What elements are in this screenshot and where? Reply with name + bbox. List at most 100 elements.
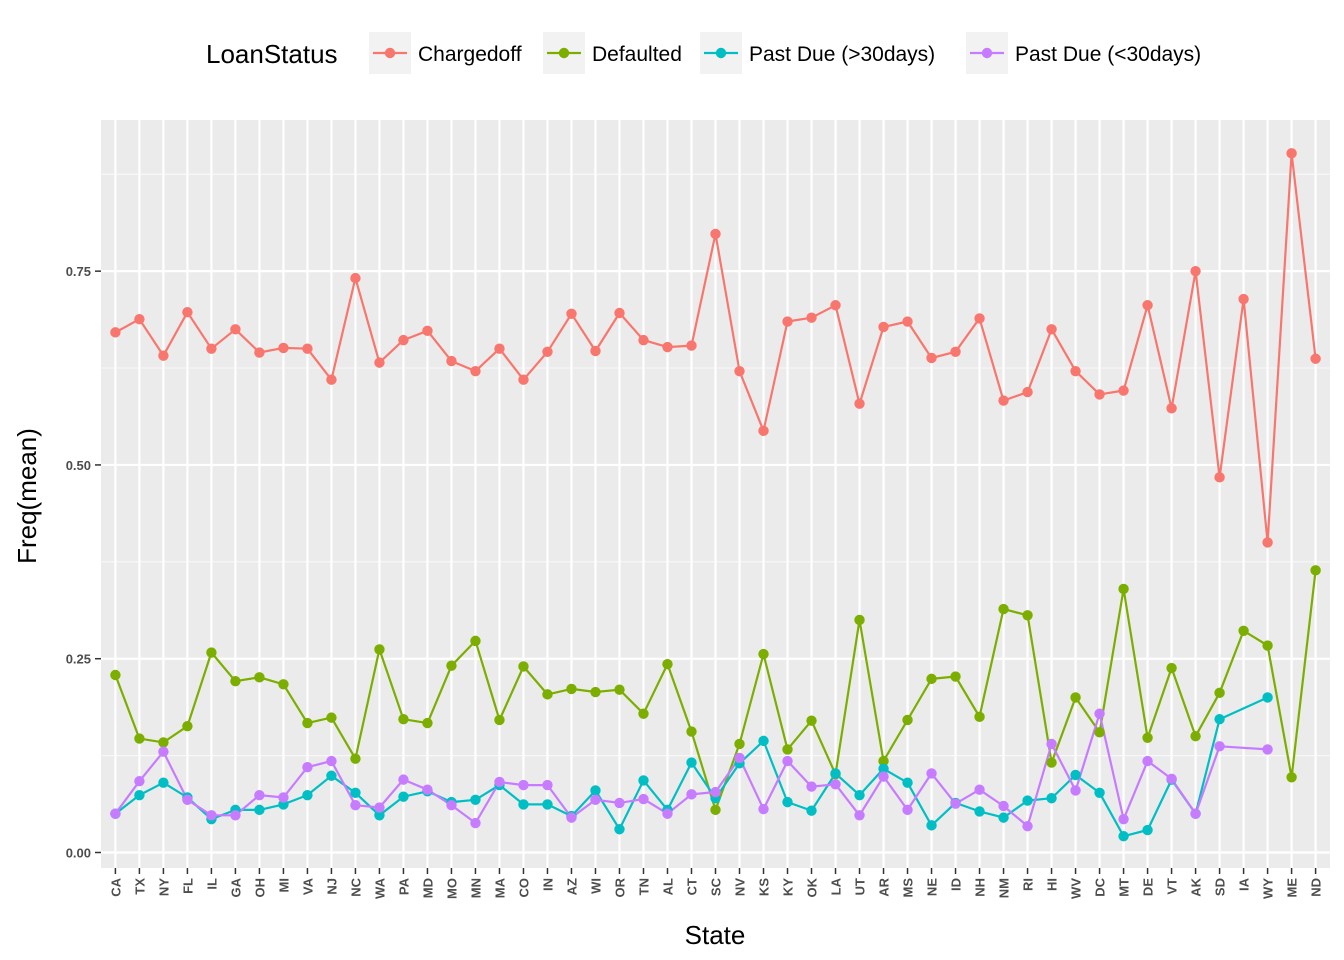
legend-key-point	[558, 47, 570, 59]
data-point-defaulted	[710, 804, 721, 816]
data-point-defaulted	[182, 720, 193, 732]
data-point-defaulted	[494, 714, 505, 726]
data-point-chargedoff	[662, 341, 673, 353]
data-point-defaulted	[1022, 610, 1033, 621]
x-tick-label: MO	[444, 878, 459, 899]
data-point-past-due-30days	[926, 768, 937, 779]
data-point-chargedoff	[518, 374, 529, 385]
data-point-past-due-30days	[710, 786, 721, 798]
data-point-past-due-30days	[782, 796, 793, 808]
data-point-past-due-30days	[1094, 708, 1105, 719]
data-point-chargedoff	[1310, 353, 1321, 364]
data-point-defaulted	[902, 714, 913, 726]
data-point-past-due-30days	[590, 785, 601, 796]
data-point-past-due-30days	[1118, 813, 1129, 825]
data-point-past-due-30days	[686, 757, 697, 768]
x-tick-label: HI	[1045, 878, 1060, 891]
data-point-past-due-30days	[1022, 795, 1033, 806]
data-point-defaulted	[854, 614, 865, 626]
x-tick-label: PA	[396, 877, 411, 895]
data-point-past-due-30days	[1142, 824, 1153, 836]
data-point-past-due-30days	[302, 762, 313, 773]
data-point-defaulted	[734, 738, 745, 750]
x-tick-label: IA	[1237, 877, 1252, 891]
x-tick-label: DC	[1093, 877, 1108, 896]
data-point-chargedoff	[494, 343, 505, 354]
data-point-past-due-30days	[1166, 773, 1177, 785]
data-point-defaulted	[254, 672, 265, 683]
data-point-past-due-30days	[470, 817, 481, 829]
x-tick-label: FL	[180, 878, 195, 894]
data-point-defaulted	[1190, 731, 1201, 742]
data-point-defaulted	[926, 673, 937, 685]
data-point-chargedoff	[830, 300, 841, 311]
data-point-defaulted	[974, 711, 985, 723]
data-point-past-due-30days	[542, 799, 553, 810]
data-point-past-due-30days	[254, 789, 265, 801]
x-tick-label: MN	[468, 878, 483, 898]
x-tick-label: ME	[1285, 878, 1300, 898]
x-tick-label: DE	[1141, 878, 1156, 896]
data-point-past-due-30days	[998, 812, 1009, 823]
data-point-past-due-30days	[854, 789, 865, 801]
legend-key-point	[981, 47, 993, 59]
data-point-chargedoff	[398, 334, 409, 346]
data-point-chargedoff	[1262, 537, 1273, 548]
data-point-past-due-30days	[782, 755, 793, 767]
data-point-past-due-30days	[374, 802, 385, 813]
data-point-defaulted	[662, 658, 673, 670]
data-point-chargedoff	[254, 347, 265, 358]
data-point-past-due-30days	[902, 777, 913, 788]
x-tick-label: NH	[973, 878, 988, 897]
data-point-defaulted	[1166, 662, 1177, 674]
data-point-chargedoff	[374, 357, 385, 368]
legend-item-defaulted: Defaulted	[543, 32, 682, 74]
x-tick-label: ID	[949, 878, 964, 891]
data-point-defaulted	[1142, 732, 1153, 743]
data-point-defaulted	[206, 647, 217, 658]
data-point-past-due-30days	[470, 794, 481, 805]
data-point-chargedoff	[1142, 300, 1153, 311]
data-point-chargedoff	[302, 343, 313, 354]
data-point-past-due-30days	[830, 779, 841, 790]
series-line-past-due-30days	[114, 712, 1268, 828]
data-point-past-due-30days	[182, 794, 193, 805]
data-point-chargedoff	[878, 321, 889, 333]
data-point-past-due-30days	[206, 810, 217, 821]
x-axis: CA TX NY FL IL GA OH MI VA NJ NC WA PA MD MO MN MA CO IN AZ…	[108, 868, 1324, 899]
data-point-defaulted	[374, 644, 385, 655]
y-tick-label: 0.00	[66, 845, 91, 860]
x-tick-label: OH	[252, 878, 267, 898]
legend-label: Past Due (<30days)	[1015, 43, 1201, 66]
x-tick-label: UT	[853, 878, 868, 895]
data-point-chargedoff	[710, 228, 721, 240]
data-point-defaulted	[1238, 625, 1249, 637]
data-point-past-due-30days	[542, 779, 553, 791]
y-tick-label: 0.25	[66, 652, 91, 667]
x-tick-label: CT	[684, 878, 699, 895]
data-point-past-due-30days	[398, 791, 409, 802]
data-point-past-due-30days	[134, 775, 145, 787]
x-tick-label: OK	[805, 877, 820, 897]
data-point-past-due-30days	[854, 810, 865, 821]
data-point-past-due-30days	[830, 768, 841, 779]
data-point-defaulted	[566, 683, 577, 695]
data-point-past-due-30days	[686, 789, 697, 800]
data-point-past-due-30days	[1214, 713, 1225, 725]
data-point-past-due-30days	[614, 824, 625, 835]
data-point-chargedoff	[446, 355, 457, 367]
x-tick-label: NJ	[324, 878, 339, 895]
data-point-chargedoff	[470, 365, 481, 377]
data-point-past-due-30days	[1190, 808, 1201, 819]
data-point-defaulted	[230, 675, 241, 687]
x-tick-label: NM	[997, 878, 1012, 898]
data-point-defaulted	[758, 648, 769, 660]
data-point-past-due-30days	[278, 792, 289, 803]
x-axis-title: State	[685, 920, 746, 950]
data-point-past-due-30days	[1214, 741, 1225, 752]
legend-key-point	[384, 47, 396, 59]
data-point-chargedoff	[974, 313, 985, 324]
data-point-past-due-30days	[1262, 692, 1273, 703]
data-point-past-due-30days	[1022, 820, 1033, 832]
